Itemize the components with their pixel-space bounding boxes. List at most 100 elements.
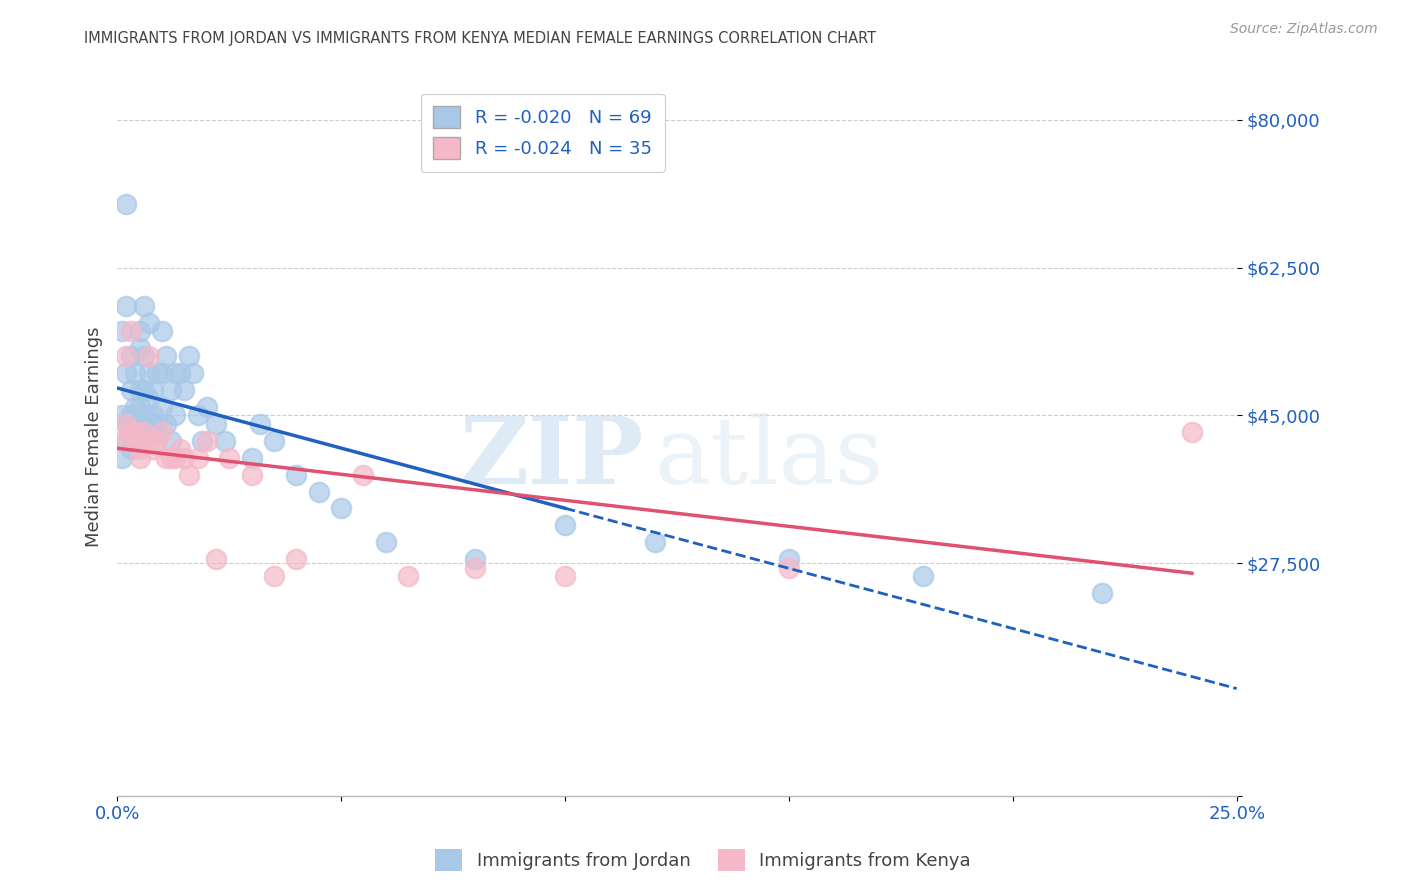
- Y-axis label: Median Female Earnings: Median Female Earnings: [86, 326, 103, 547]
- Point: [128, 450, 150, 465]
- Point: [124, 400, 146, 414]
- Point: [124, 434, 146, 448]
- Point: [146, 366, 169, 380]
- Point: [150, 324, 173, 338]
- Point: [115, 299, 138, 313]
- Point: [120, 442, 142, 457]
- Point: [142, 409, 165, 423]
- Point: [142, 425, 165, 440]
- Point: [912, 569, 935, 583]
- Point: [150, 366, 173, 380]
- Point: [138, 417, 160, 431]
- Point: [554, 518, 576, 533]
- Point: [308, 484, 330, 499]
- Point: [204, 417, 226, 431]
- Point: [173, 450, 195, 465]
- Point: [120, 425, 142, 440]
- Point: [195, 434, 218, 448]
- Point: [128, 442, 150, 457]
- Point: [181, 366, 204, 380]
- Point: [128, 341, 150, 355]
- Legend: Immigrants from Jordan, Immigrants from Kenya: Immigrants from Jordan, Immigrants from …: [427, 842, 979, 879]
- Point: [115, 366, 138, 380]
- Point: [240, 467, 263, 482]
- Point: [138, 434, 160, 448]
- Point: [1091, 586, 1114, 600]
- Point: [120, 324, 142, 338]
- Point: [165, 450, 187, 465]
- Point: [132, 425, 155, 440]
- Point: [644, 535, 666, 549]
- Point: [155, 450, 177, 465]
- Point: [150, 425, 173, 440]
- Point: [115, 417, 138, 431]
- Point: [111, 409, 134, 423]
- Point: [128, 324, 150, 338]
- Point: [132, 409, 155, 423]
- Point: [218, 450, 240, 465]
- Point: [396, 569, 419, 583]
- Point: [146, 417, 169, 431]
- Point: [146, 434, 169, 448]
- Point: [285, 552, 308, 566]
- Point: [138, 366, 160, 380]
- Point: [160, 383, 183, 397]
- Point: [115, 197, 138, 211]
- Point: [249, 417, 271, 431]
- Point: [263, 569, 285, 583]
- Point: [124, 425, 146, 440]
- Point: [204, 552, 226, 566]
- Point: [160, 450, 183, 465]
- Point: [1181, 425, 1204, 440]
- Point: [155, 349, 177, 363]
- Point: [124, 434, 146, 448]
- Point: [115, 434, 138, 448]
- Point: [554, 569, 576, 583]
- Point: [142, 442, 165, 457]
- Point: [120, 425, 142, 440]
- Point: [111, 450, 134, 465]
- Point: [120, 409, 142, 423]
- Point: [111, 324, 134, 338]
- Point: [120, 349, 142, 363]
- Point: [285, 467, 308, 482]
- Point: [124, 425, 146, 440]
- Point: [374, 535, 396, 549]
- Point: [124, 366, 146, 380]
- Text: atlas: atlas: [655, 413, 884, 503]
- Point: [124, 409, 146, 423]
- Point: [330, 501, 353, 516]
- Point: [778, 552, 800, 566]
- Legend: R = -0.020   N = 69, R = -0.024   N = 35: R = -0.020 N = 69, R = -0.024 N = 35: [420, 94, 665, 172]
- Point: [150, 400, 173, 414]
- Point: [128, 417, 150, 431]
- Point: [120, 383, 142, 397]
- Point: [187, 409, 209, 423]
- Point: [177, 349, 200, 363]
- Point: [464, 560, 486, 574]
- Point: [214, 434, 236, 448]
- Point: [128, 400, 150, 414]
- Point: [138, 316, 160, 330]
- Point: [128, 434, 150, 448]
- Point: [353, 467, 375, 482]
- Text: ZIP: ZIP: [460, 413, 644, 503]
- Point: [138, 349, 160, 363]
- Text: IMMIGRANTS FROM JORDAN VS IMMIGRANTS FROM KENYA MEDIAN FEMALE EARNINGS CORRELATI: IMMIGRANTS FROM JORDAN VS IMMIGRANTS FRO…: [84, 31, 876, 46]
- Point: [115, 417, 138, 431]
- Point: [111, 434, 134, 448]
- Point: [778, 560, 800, 574]
- Point: [120, 417, 142, 431]
- Point: [169, 442, 191, 457]
- Point: [165, 409, 187, 423]
- Point: [464, 552, 486, 566]
- Point: [177, 467, 200, 482]
- Point: [173, 383, 195, 397]
- Point: [191, 434, 214, 448]
- Point: [132, 299, 155, 313]
- Point: [195, 400, 218, 414]
- Point: [132, 349, 155, 363]
- Point: [165, 366, 187, 380]
- Point: [138, 392, 160, 406]
- Point: [240, 450, 263, 465]
